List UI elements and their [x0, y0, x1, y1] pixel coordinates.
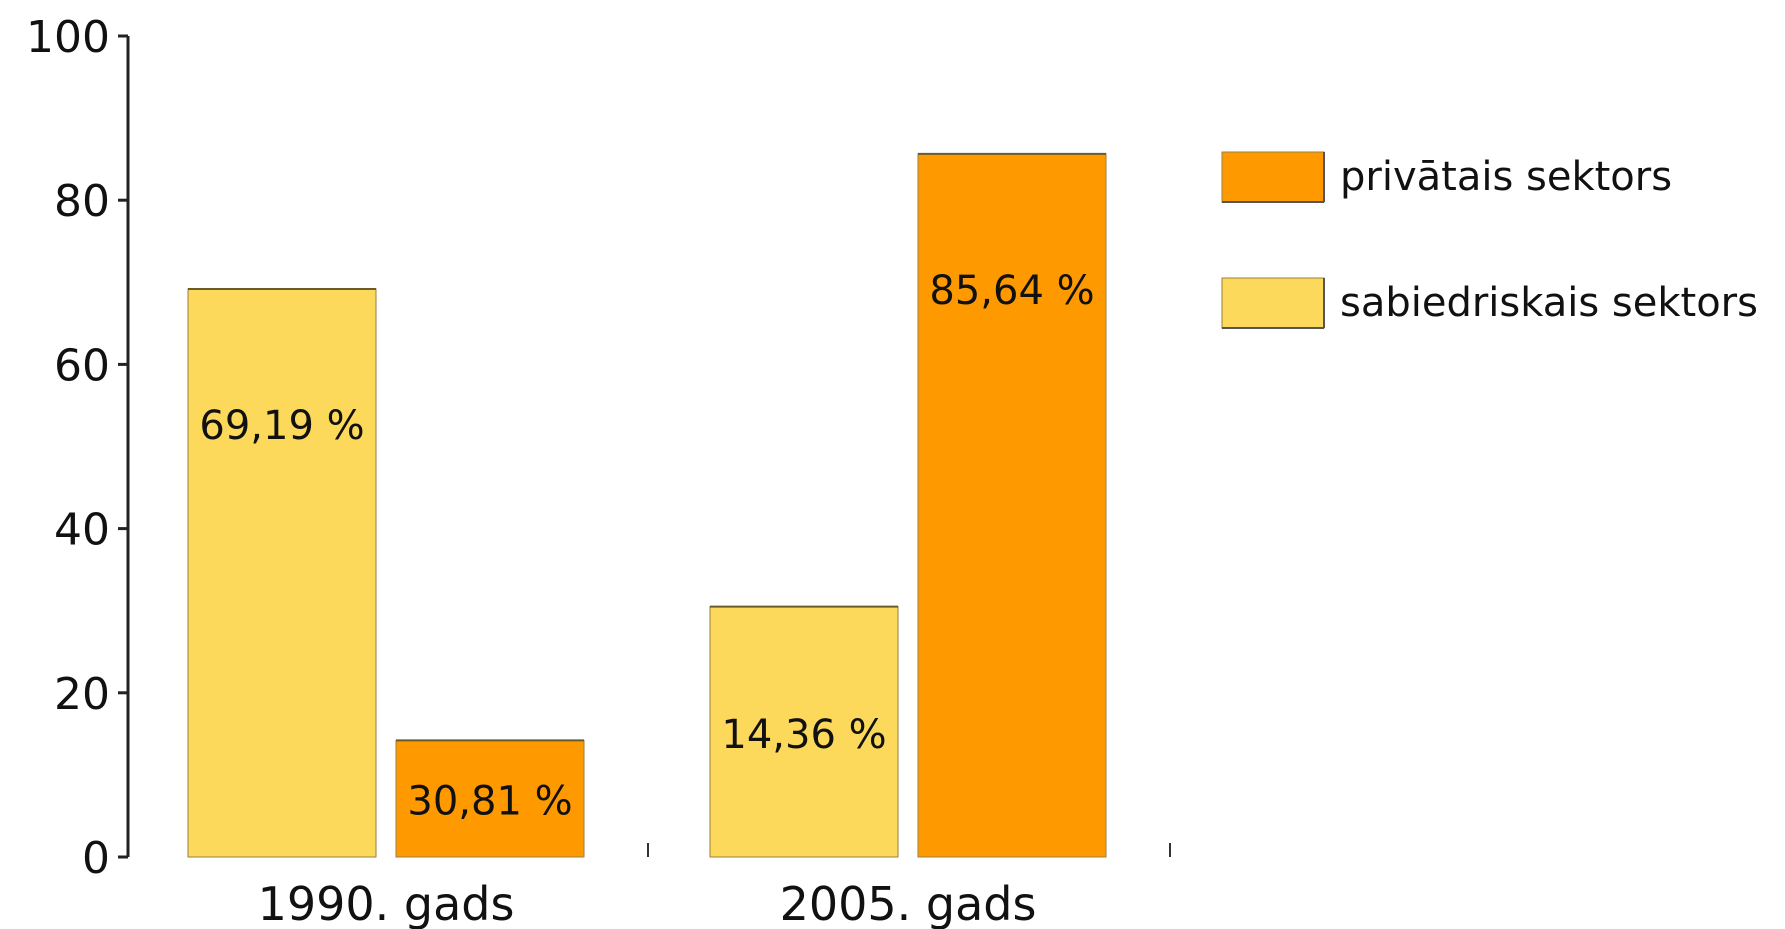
y-tick-label: 80: [54, 176, 110, 227]
bar-sabiedriskais-0: [187, 288, 377, 858]
legend-swatch: [1221, 277, 1325, 329]
bar-privatais-1: [917, 153, 1107, 858]
legend-label: sabiedriskais sektors: [1340, 280, 1758, 326]
y-tick-label: 40: [54, 505, 110, 556]
x-category-label: 2005. gads: [780, 877, 1037, 929]
data-label: 85,64 %: [929, 268, 1094, 314]
data-label: 30,81 %: [407, 779, 572, 825]
legend-swatch: [1221, 151, 1325, 203]
x-category-label: 1990. gads: [258, 877, 515, 929]
y-tick-label: 20: [54, 669, 110, 720]
legend-label: privātais sektors: [1340, 154, 1672, 200]
data-label: 69,19 %: [199, 403, 364, 449]
axes: 0 20 40 60 80 100 1990. gads 2005. gads: [26, 12, 1171, 929]
y-tick-label: 60: [54, 340, 110, 391]
y-tick-label: 0: [82, 833, 110, 884]
y-tick-label: 100: [26, 12, 110, 63]
bars: 69,19 % 30,81 % 14,36 % 85,64 %: [187, 152, 1107, 858]
data-label: 14,36 %: [721, 712, 886, 758]
bar-sabiedriskais-1: [709, 606, 899, 858]
legend: privātais sektors sabiedriskais sektors: [1221, 151, 1758, 329]
